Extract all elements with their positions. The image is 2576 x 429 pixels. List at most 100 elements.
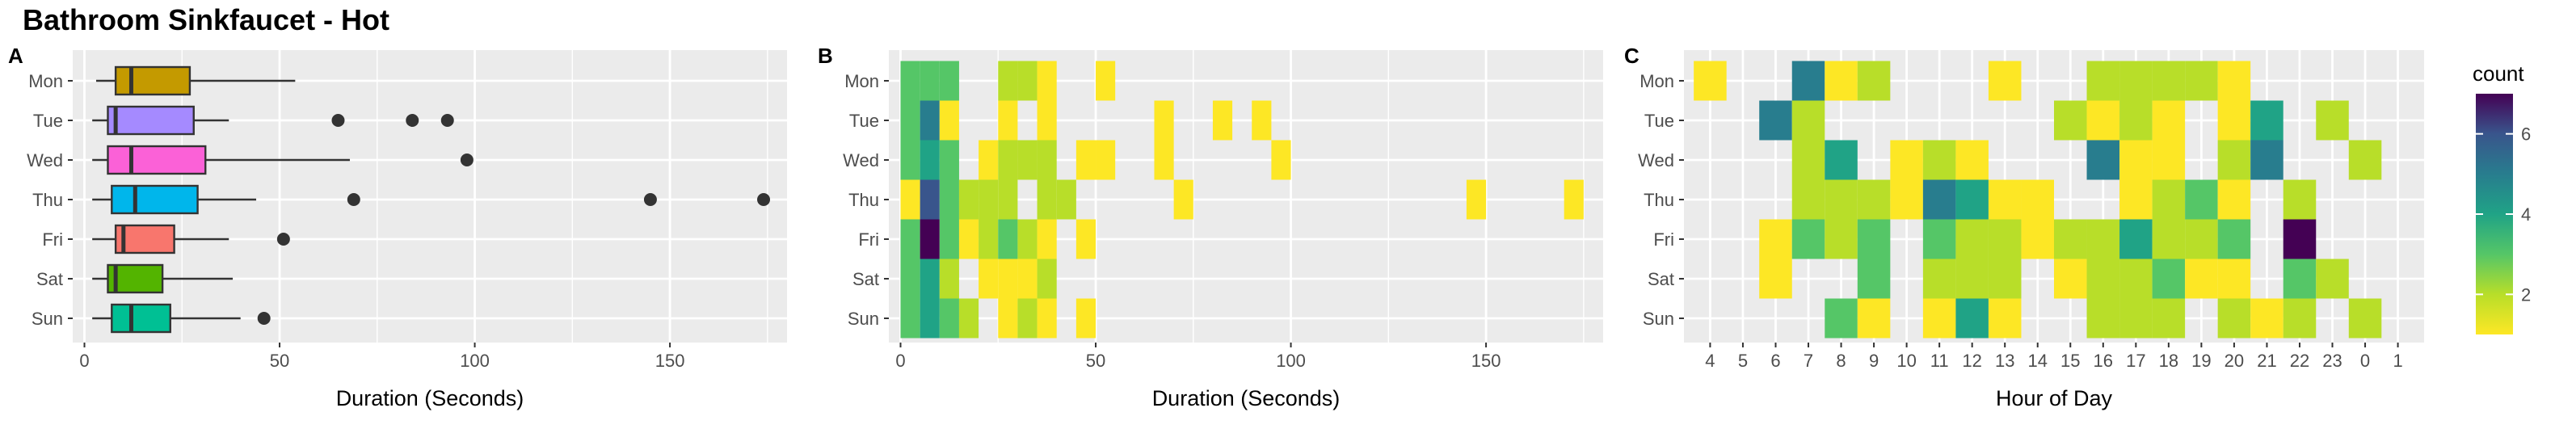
x-tick-label: 10 bbox=[1896, 351, 1916, 371]
heatmap-cell bbox=[900, 219, 920, 259]
heatmap-cell bbox=[1988, 298, 2022, 339]
heatmap-cell bbox=[1252, 100, 1272, 141]
heatmap-cell bbox=[1988, 179, 2022, 220]
heatmap-cell bbox=[1096, 140, 1116, 180]
x-tick-label: 20 bbox=[2225, 351, 2244, 371]
heatmap-cell bbox=[998, 140, 1018, 180]
legend-break-label: 6 bbox=[2521, 124, 2531, 145]
heatmap-cell bbox=[2283, 259, 2317, 299]
y-tick-label: Fri bbox=[1653, 229, 1674, 250]
x-tick-label: 17 bbox=[2126, 351, 2145, 371]
box bbox=[107, 105, 195, 136]
heatmap-cell bbox=[2152, 179, 2186, 220]
heatmap-cell bbox=[2316, 259, 2349, 299]
x-tick-label: 18 bbox=[2159, 351, 2178, 371]
box bbox=[107, 145, 207, 175]
heatmap-cell bbox=[1922, 259, 1956, 299]
heatmap-cell bbox=[920, 140, 940, 180]
heatmap-cell bbox=[2054, 219, 2087, 259]
heatmap-cell bbox=[2054, 259, 2087, 299]
heatmap-cell bbox=[2086, 61, 2120, 101]
heatmap-cell bbox=[1017, 219, 1038, 259]
x-tick-label: 21 bbox=[2257, 351, 2276, 371]
heatmap-cell bbox=[998, 61, 1018, 101]
y-tick-label: Sun bbox=[1643, 309, 1674, 329]
heatmap-cell bbox=[1857, 179, 1891, 220]
outlier-point bbox=[276, 233, 290, 246]
heatmap-cell bbox=[2250, 100, 2283, 141]
heatmap-cell bbox=[920, 100, 940, 141]
x-tick-label: 5 bbox=[1738, 351, 1748, 371]
heatmap-cell bbox=[1955, 219, 1989, 259]
heatmap-cell bbox=[1791, 219, 1825, 259]
x-tick-label: 50 bbox=[270, 351, 289, 371]
heatmap-cell bbox=[1212, 100, 1233, 141]
x-axis-title: Duration (Seconds) bbox=[1152, 386, 1341, 410]
heatmap-cell bbox=[1825, 140, 1858, 180]
heatmap-cell bbox=[1037, 298, 1057, 339]
y-tick-label: Thu bbox=[848, 190, 879, 210]
y-tick-label: Sat bbox=[1648, 269, 1674, 289]
y-tick-label: Mon bbox=[844, 71, 879, 91]
heatmap-cell bbox=[1890, 140, 1923, 180]
x-tick-label: 50 bbox=[1086, 351, 1105, 371]
heatmap-cell bbox=[2283, 219, 2317, 259]
heatmap-cell bbox=[1791, 100, 1825, 141]
heatmap-cell bbox=[1154, 140, 1174, 180]
panel-label: B bbox=[818, 44, 833, 68]
heatmap-cell bbox=[1017, 61, 1038, 101]
heatmap-cell bbox=[979, 219, 999, 259]
heatmap-cell bbox=[939, 140, 959, 180]
color-legend: count 2 4 6 bbox=[2473, 61, 2531, 334]
heatmap-cell bbox=[900, 100, 920, 141]
heatmap-cell bbox=[2021, 219, 2054, 259]
heatmap-cell bbox=[1955, 140, 1989, 180]
heatmap-cell bbox=[2348, 298, 2382, 339]
x-tick-label: 0 bbox=[79, 351, 89, 371]
heatmap-cell bbox=[2152, 61, 2186, 101]
x-tick-label: 150 bbox=[655, 351, 685, 371]
y-tick-label: Sat bbox=[36, 269, 63, 289]
heatmap-cell bbox=[1694, 61, 1727, 101]
heatmap-cell bbox=[1988, 219, 2022, 259]
heatmap-cell bbox=[920, 298, 940, 339]
heatmap-cell bbox=[2152, 298, 2186, 339]
heatmap-cell bbox=[1825, 298, 1858, 339]
chart-title: Bathroom Sinkfaucet - Hot bbox=[23, 3, 390, 36]
heatmap-cell bbox=[1037, 259, 1057, 299]
legend-break-label: 2 bbox=[2521, 284, 2531, 305]
heatmap-cell bbox=[998, 298, 1018, 339]
x-tick-label: 7 bbox=[1804, 351, 1813, 371]
outlier-point bbox=[460, 154, 474, 166]
heatmap-cell bbox=[2086, 298, 2120, 339]
x-axis-title: Duration (Seconds) bbox=[336, 386, 524, 410]
heatmap-cell bbox=[900, 179, 920, 220]
x-tick-label: 6 bbox=[1770, 351, 1780, 371]
outlier-point bbox=[440, 114, 454, 127]
y-tick-label: Tue bbox=[849, 111, 879, 131]
heatmap-cell bbox=[1922, 219, 1956, 259]
heatmap-cell bbox=[2217, 219, 2251, 259]
heatmap-cell bbox=[1955, 259, 1989, 299]
panel-label: A bbox=[8, 44, 23, 68]
y-tick-label: Sat bbox=[852, 269, 879, 289]
heatmap-cell bbox=[1173, 179, 1193, 220]
heatmap-cell bbox=[1791, 61, 1825, 101]
heatmap-cell bbox=[939, 61, 959, 101]
heatmap-cell bbox=[1857, 61, 1891, 101]
heatmap-cell bbox=[2119, 100, 2153, 141]
outlier-point bbox=[406, 114, 419, 127]
heatmap-cell bbox=[2348, 140, 2382, 180]
heatmap-cell bbox=[2217, 140, 2251, 180]
heatmap-cell bbox=[2217, 179, 2251, 220]
heatmap-cell bbox=[2119, 219, 2153, 259]
heatmap-cell bbox=[2152, 219, 2186, 259]
heatmap-cell bbox=[2152, 100, 2186, 141]
heatmap-cell bbox=[979, 140, 999, 180]
heatmap-cell bbox=[1037, 140, 1057, 180]
heatmap-cell bbox=[2217, 259, 2251, 299]
heatmap-cell bbox=[1791, 179, 1825, 220]
y-tick-label: Wed bbox=[1638, 150, 1674, 170]
heatmap-cell bbox=[958, 298, 979, 339]
x-tick-label: 4 bbox=[1705, 351, 1715, 371]
